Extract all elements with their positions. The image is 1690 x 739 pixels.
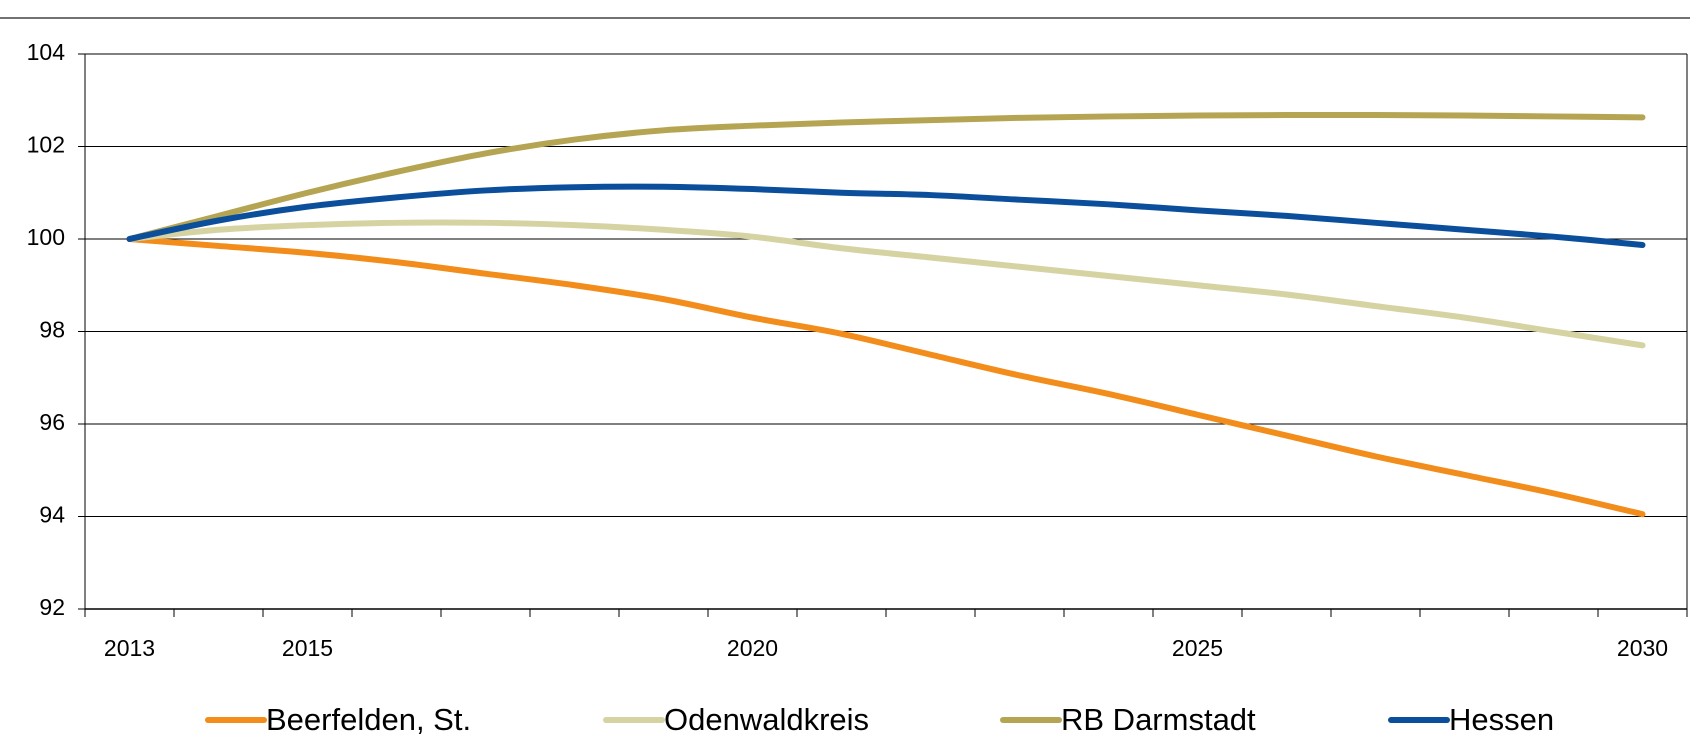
y-tick-label: 102 [27,132,65,158]
series-line [126,111,1646,242]
x-tick-label: 2013 [104,635,155,661]
y-tick-label: 98 [39,317,65,343]
legend-label: Hessen [1449,702,1554,737]
x-tick-label: 2015 [282,635,333,661]
legend-label: RB Darmstadt [1061,702,1256,737]
series-line [126,183,1646,249]
y-tick-label: 92 [39,594,65,620]
x-tick-label: 2025 [1172,635,1223,661]
series-line [126,219,1646,349]
y-tick-label: 96 [39,409,65,435]
y-tick-label: 100 [27,224,65,250]
legend-label: Odenwaldkreis [664,702,869,737]
x-tick-label: 2030 [1617,635,1668,661]
series-line [126,236,1646,518]
x-tick-label: 2020 [727,635,778,661]
y-tick-label: 104 [27,39,66,65]
legend-label: Beerfelden, St. [266,702,471,737]
y-tick-label: 94 [39,502,65,528]
